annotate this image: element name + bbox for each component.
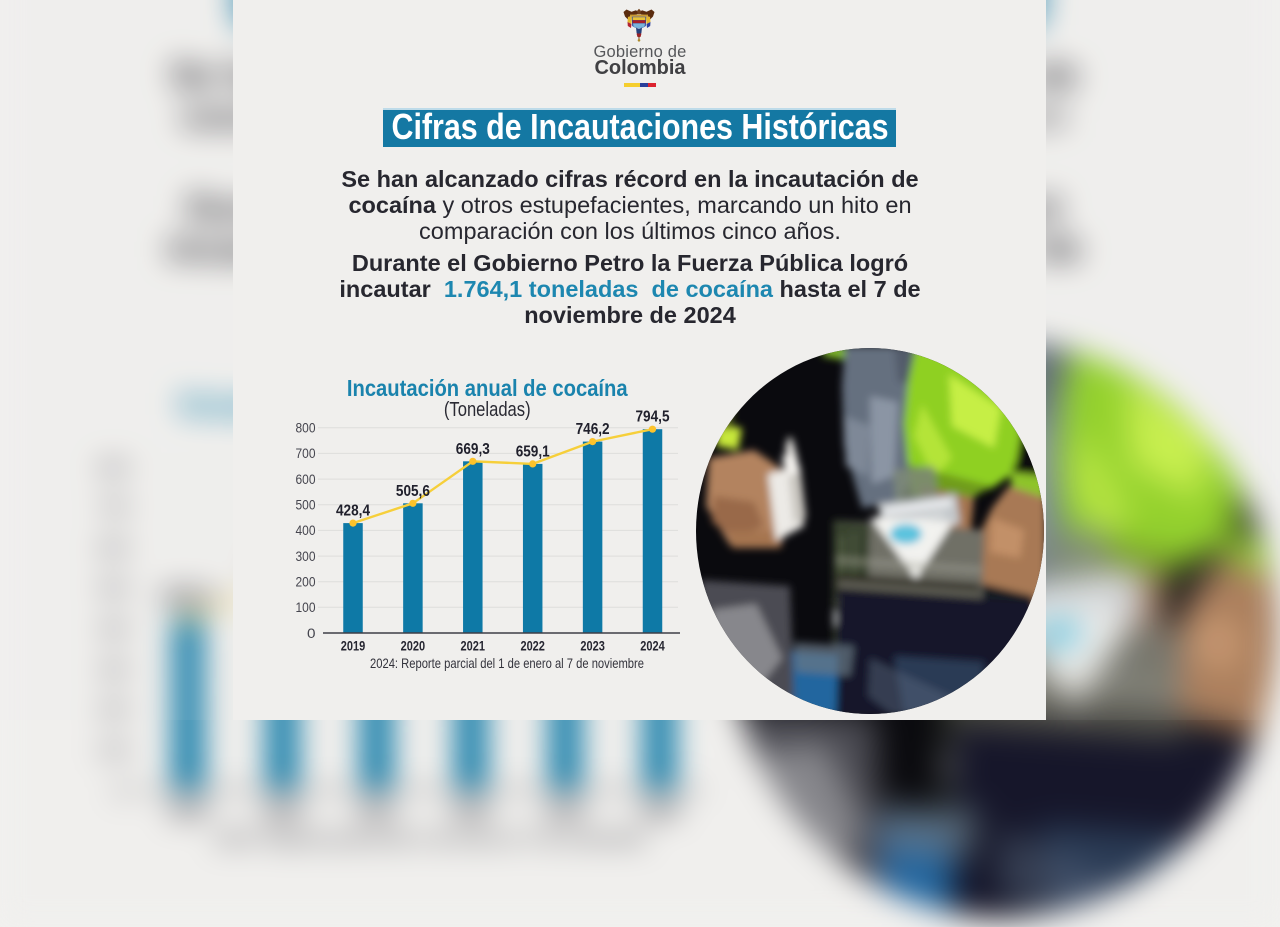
- svg-text:2021: 2021: [357, 797, 396, 822]
- svg-text:2024: Reporte parcial del 1 de: 2024: Reporte parcial del 1 de enero al …: [370, 656, 644, 671]
- svg-text:700: 700: [98, 496, 129, 520]
- svg-text:700: 700: [296, 446, 316, 461]
- svg-text:746,2: 746,2: [576, 421, 610, 438]
- svg-text:500: 500: [98, 576, 129, 600]
- svg-text:2024: Reporte parcial del 1 de: 2024: Reporte parcial del 1 de enero al …: [215, 826, 646, 850]
- svg-text:200: 200: [98, 698, 129, 722]
- svg-text:800: 800: [296, 421, 316, 436]
- svg-text:2022: 2022: [452, 797, 491, 822]
- svg-text:0: 0: [116, 778, 129, 802]
- svg-text:428,4: 428,4: [161, 584, 215, 611]
- svg-text:400: 400: [296, 523, 316, 538]
- svg-text:2023: 2023: [546, 797, 585, 822]
- svg-text:794,5: 794,5: [636, 409, 670, 426]
- svg-text:428,4: 428,4: [336, 503, 370, 520]
- svg-text:600: 600: [296, 472, 316, 487]
- svg-text:300: 300: [296, 549, 316, 564]
- svg-text:200: 200: [296, 575, 316, 590]
- svg-text:659,1: 659,1: [516, 443, 550, 460]
- svg-text:2019: 2019: [341, 638, 366, 654]
- svg-text:2020: 2020: [263, 797, 302, 822]
- svg-text:2024: 2024: [640, 797, 679, 822]
- svg-text:500: 500: [296, 498, 316, 513]
- svg-text:2023: 2023: [580, 638, 605, 654]
- svg-text:100: 100: [98, 738, 129, 762]
- svg-text:600: 600: [98, 536, 129, 560]
- svg-text:400: 400: [98, 617, 129, 641]
- svg-text:2021: 2021: [461, 638, 486, 654]
- svg-text:2020: 2020: [401, 638, 426, 654]
- svg-text:2024: 2024: [640, 638, 665, 654]
- svg-text:100: 100: [296, 600, 316, 615]
- svg-text:800: 800: [98, 455, 129, 479]
- svg-text:2022: 2022: [520, 638, 545, 654]
- svg-text:0: 0: [307, 626, 316, 641]
- svg-text:505,6: 505,6: [396, 483, 430, 500]
- svg-text:669,3: 669,3: [456, 441, 490, 458]
- svg-text:2019: 2019: [169, 797, 208, 822]
- svg-text:300: 300: [98, 657, 129, 681]
